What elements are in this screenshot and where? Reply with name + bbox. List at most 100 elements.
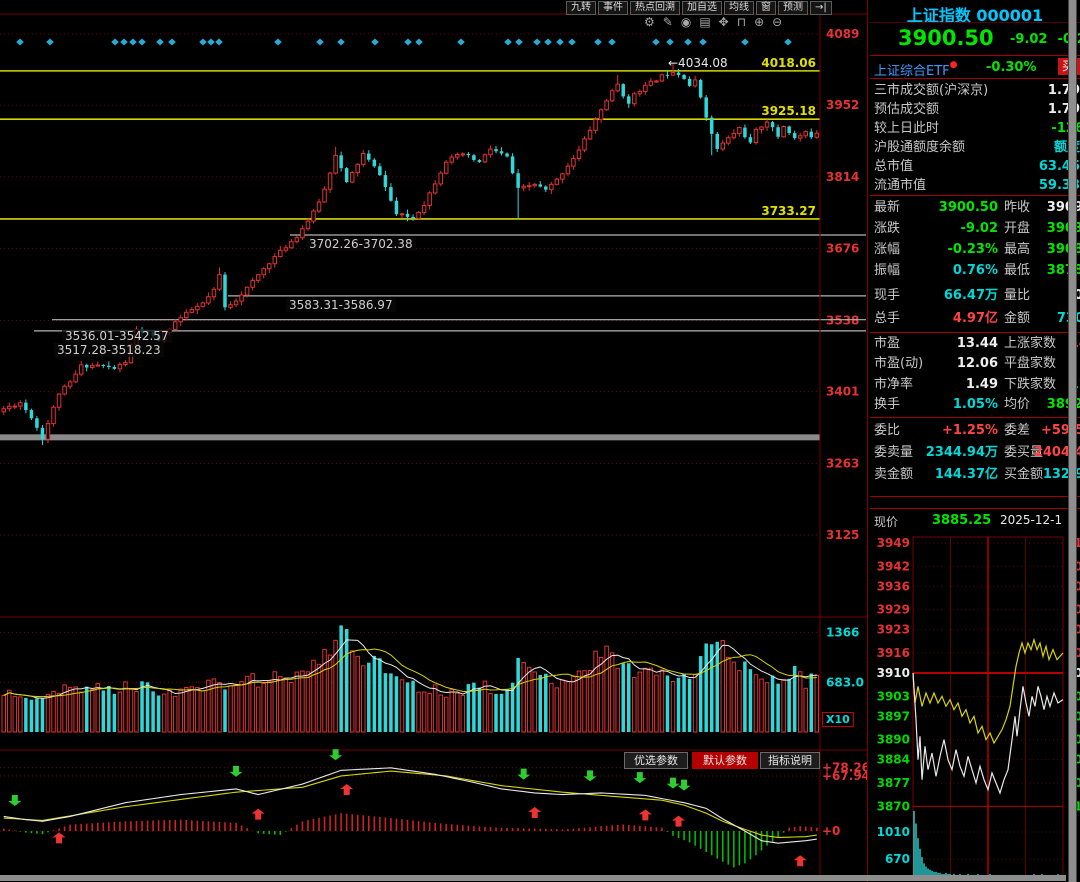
gear-icon[interactable]: ⚙: [644, 15, 655, 29]
mini-price-label: 3916: [877, 646, 910, 660]
y-axis-label: 3952: [826, 98, 859, 112]
current-price-value: 3885.25: [932, 513, 992, 528]
index-title: 上证指数 000001: [906, 6, 1044, 25]
y-axis-label: 3676: [826, 242, 859, 256]
mini-vol-label: 670: [885, 852, 910, 866]
tab-default-params[interactable]: 默认参数: [692, 752, 758, 769]
menu-item-加自选[interactable]: 加自选: [682, 1, 722, 15]
volume-unit-label: X10: [822, 712, 854, 727]
hand-icon[interactable]: ✥: [718, 15, 729, 29]
quote-row: 换手1.05%均价3892.47: [874, 397, 1080, 412]
tab-indicator-help[interactable]: 指标说明: [760, 752, 820, 769]
horizontal-scrollbar[interactable]: [0, 875, 1066, 881]
volume-axis-label: 1366: [826, 626, 859, 640]
mini-pct-label: 0.50%: [1074, 603, 1080, 617]
indicator-axis-label: +0: [822, 824, 840, 838]
volume-axis-label: 683.0: [826, 675, 864, 689]
level-label-3536-range: 3536.01-3542.57: [62, 329, 172, 343]
quote-row: 较上日此时-1268亿: [874, 121, 1080, 136]
quote-row: 委比+1.25%委差+59.55万: [874, 423, 1080, 438]
lock-icon[interactable]: ⊓: [736, 15, 747, 29]
menu-item-→|[interactable]: →|: [810, 1, 832, 15]
date-label: 2025-12-1: [1000, 513, 1063, 527]
menu-item-九转[interactable]: 九转: [566, 1, 596, 15]
mini-pct-label: 0.34%: [1074, 709, 1080, 723]
etf-change-pct: -0.30%: [986, 60, 1037, 75]
mini-price-label: 3877: [877, 776, 910, 790]
y-axis-label: 3538: [826, 313, 859, 327]
quote-row: 总手4.97亿金额7306亿: [874, 311, 1080, 326]
panel-divider: [867, 0, 868, 882]
mini-pct-label: 0.17%: [1074, 646, 1080, 660]
mini-price-label: 3890: [877, 733, 910, 747]
mini-pct-label: 0.50%: [1074, 733, 1080, 747]
mini-pct-label: 0.84%: [1074, 559, 1080, 573]
current-price-label: 现价: [874, 515, 899, 529]
pen-icon[interactable]: ✎: [662, 15, 673, 29]
quote-row: 沪股通额度余额额度充足: [874, 140, 1080, 155]
menu-item-热点回溯[interactable]: 热点回溯: [630, 1, 680, 15]
quote-row: 三市成交额(沪深京)1.79万亿: [874, 83, 1080, 98]
etf-link[interactable]: 上证综合ETF●: [874, 60, 958, 79]
main-chart[interactable]: 4089 3952 3814 3676 3538 3401 3263 3125 1366 683.…: [0, 0, 868, 882]
intraday-mini-chart[interactable]: 现价 3885.25 2025-12-1 3949 1.01% 3942 0.84% 3…: [870, 508, 1080, 882]
quote-panel: 上证指数 000001 3900.50 -9.02 -0.23% 上证综合ETF…: [870, 0, 1080, 508]
y-axis-label: 3125: [826, 528, 859, 542]
y-axis-label: 3401: [826, 385, 859, 399]
mini-price-label: 3903: [877, 689, 910, 703]
mini-pct-label: 1.01%: [1074, 799, 1080, 813]
zoom-in-icon[interactable]: ⊕: [754, 15, 765, 29]
mini-price-label: 3949: [877, 536, 910, 550]
mini-price-label: 3897: [877, 709, 910, 723]
peak-price-label: ←4034.08: [668, 56, 728, 70]
mini-pct-label: 0.00%: [1074, 666, 1080, 680]
bucket-icon[interactable]: ▤: [699, 15, 711, 29]
mini-price-label: 3923: [877, 623, 910, 637]
mini-pct-label: 0.17%: [1074, 689, 1080, 703]
menu-item-预测[interactable]: 预测: [778, 1, 808, 15]
y-axis-label: 4089: [826, 27, 859, 41]
menu-item-事件[interactable]: 事件: [598, 1, 628, 15]
top-menu-bar: 九转 事件 热点回溯 加自选 均线窗预测 →|: [566, 1, 832, 15]
menu-item-窗[interactable]: 窗: [756, 1, 776, 15]
mini-price-label: 3936: [877, 579, 910, 593]
level-label-4018: 4018.06: [761, 55, 816, 70]
level-label-3733: 3733.27: [761, 203, 816, 218]
mini-price-label: 3942: [877, 559, 910, 573]
level-label-3583-range: 3583.31-3586.97: [286, 298, 396, 312]
tab-preferred-params[interactable]: 优选参数: [624, 752, 688, 769]
vertical-scrollbar[interactable]: [1068, 0, 1077, 882]
mini-pct-label: 0.84%: [1074, 776, 1080, 790]
alert-dot-icon: ●: [949, 60, 958, 70]
menu-item-均线[interactable]: 均线: [724, 1, 754, 15]
quote-row: 振幅0.76%最低3878.38: [874, 263, 1080, 278]
quote-row: 涨跌-9.02开盘3903.41: [874, 221, 1080, 236]
mini-vol-label: 1010: [877, 825, 910, 839]
quote-row: 市盈(动)12.06平盘家数139: [874, 356, 1080, 371]
mini-pct-label: 0.34%: [1074, 623, 1080, 637]
mini-price-label: 3884: [877, 753, 910, 767]
quote-row: 涨幅-0.23%最高3908.96: [874, 242, 1080, 257]
mini-price-label: 3870: [877, 799, 910, 813]
y-axis-label: 3814: [826, 170, 859, 184]
mini-pct-label: 1.01%: [1074, 536, 1080, 550]
level-label-3925: 3925.18: [761, 104, 816, 119]
eye-icon[interactable]: ◉: [680, 15, 692, 29]
price-change: -9.02: [1010, 32, 1048, 47]
mini-pct-label: 0.67%: [1074, 753, 1080, 767]
last-price: 3900.50: [898, 26, 994, 50]
drawing-toolbar: ⚙ ✎ ◉ ▤ ✥ ⊓ ⊕ ⊖: [644, 15, 782, 29]
indicator-axis-label: +67.94: [822, 769, 868, 783]
indicator-axis-label: +78.26: [822, 761, 868, 775]
zoom-out-icon[interactable]: ⊖: [772, 15, 783, 29]
